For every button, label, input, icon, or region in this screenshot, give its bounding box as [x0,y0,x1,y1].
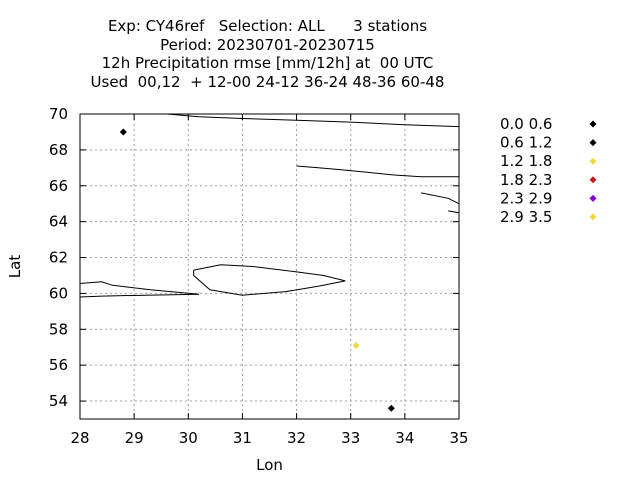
legend-marker [589,120,597,128]
coastline [421,192,460,205]
legend-label: 1.8 2.3 [500,171,552,189]
x-tick-label: 28 [70,429,89,447]
title-line-3: 12h Precipitation rmse [mm/12h] at 00 UT… [101,54,434,72]
legend-marker [589,194,597,202]
station-point [119,128,127,136]
y-tick-label: 70 [49,105,68,123]
legend-label: 1.2 1.8 [500,152,552,170]
legend-marker [589,139,597,147]
y-tick-label: 64 [49,213,68,231]
station-point [352,341,360,349]
grid-lines [80,114,459,419]
y-tick-label: 60 [49,284,68,302]
coastline [166,113,460,128]
legend: 0.0 0.60.6 1.21.2 1.81.8 2.32.3 2.92.9 3… [500,115,597,226]
y-tick-label: 68 [49,141,68,159]
legend-marker [589,176,597,184]
y-tick-label: 58 [49,320,68,338]
legend-label: 0.0 0.6 [500,115,552,133]
y-tick-label: 62 [49,249,68,267]
coastline [296,165,459,178]
y-tick-label: 56 [49,356,68,374]
x-tick-label: 31 [233,429,252,447]
y-tick-label: 66 [49,177,68,195]
coastline [79,281,200,298]
legend-label: 0.6 1.2 [500,134,552,152]
title-line-2: Period: 20230701-20230715 [160,35,375,54]
coastline [448,210,460,214]
legend-marker [589,157,597,165]
x-tick-label: 29 [125,429,144,447]
x-tick-label: 32 [287,429,306,447]
legend-label: 2.3 2.9 [500,189,552,207]
x-axis-label: Lon [256,456,283,474]
chart-title: Exp: CY46ref Selection: ALL 3 stations P… [0,17,535,91]
legend-marker [589,213,597,221]
y-tick-label: 54 [49,392,68,410]
legend-label: 2.9 3.5 [500,208,552,226]
x-tick-label: 33 [341,429,360,447]
x-tick-label: 30 [179,429,198,447]
station-point [387,404,395,412]
title-line-4: Used 00,12 + 12-00 24-12 36-24 48-36 60-… [90,72,445,91]
title-line-1: Exp: CY46ref Selection: ALL 3 stations [107,17,428,35]
axis-ticks: 28 29 30 31 32 33 34 35 54 56 58 60 62 64 66 68 70 [49,105,469,447]
y-axis-label: Lat [6,255,24,279]
data-points [119,128,395,412]
coastline [193,264,346,296]
x-tick-label: 35 [449,429,468,447]
plot-frame [79,113,460,420]
coastlines [79,113,460,298]
x-tick-label: 34 [395,429,414,447]
